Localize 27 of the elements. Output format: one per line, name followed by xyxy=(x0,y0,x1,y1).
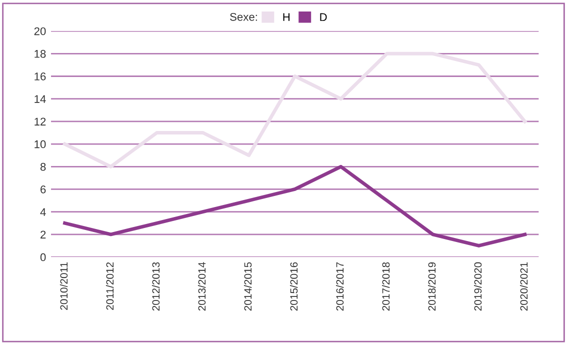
x-tick-label: 2010/2011 xyxy=(60,262,68,310)
y-tick-label: 18 xyxy=(34,50,46,58)
x-tick-label: 2017/2018 xyxy=(382,262,390,311)
legend-label: D xyxy=(320,13,327,21)
y-tick-label: 20 xyxy=(34,27,46,36)
x-tick-label: 2020/2021 xyxy=(520,262,528,311)
x-tick-label: 2018/2019 xyxy=(428,262,436,311)
x-tick-label: 2016/2017 xyxy=(336,262,344,311)
x-tick-label: 2014/2015 xyxy=(244,262,252,311)
legend-title: Sexe: xyxy=(230,12,257,21)
line-series xyxy=(63,52,527,168)
y-tick-label: 14 xyxy=(34,95,46,103)
line-series xyxy=(63,164,527,248)
y-tick-label: 8 xyxy=(40,162,46,171)
y-tick-label: 6 xyxy=(40,186,46,194)
y-tick-label: 10 xyxy=(34,140,46,148)
x-tick-label: 2015/2016 xyxy=(290,262,298,311)
y-tick-label: 12 xyxy=(34,118,46,126)
x-tick-label: 2012/2013 xyxy=(152,262,160,311)
y-tick-label: 0 xyxy=(40,253,46,262)
x-tick-label: 2011/2012 xyxy=(106,262,114,310)
x-tick-label: 2019/2020 xyxy=(474,262,482,311)
y-tick-label: 4 xyxy=(40,208,46,216)
x-tick-label: 2013/2014 xyxy=(198,262,206,311)
legend-label: H xyxy=(283,13,290,21)
y-tick-label: 2 xyxy=(40,230,46,238)
y-tick-label: 16 xyxy=(34,72,46,80)
